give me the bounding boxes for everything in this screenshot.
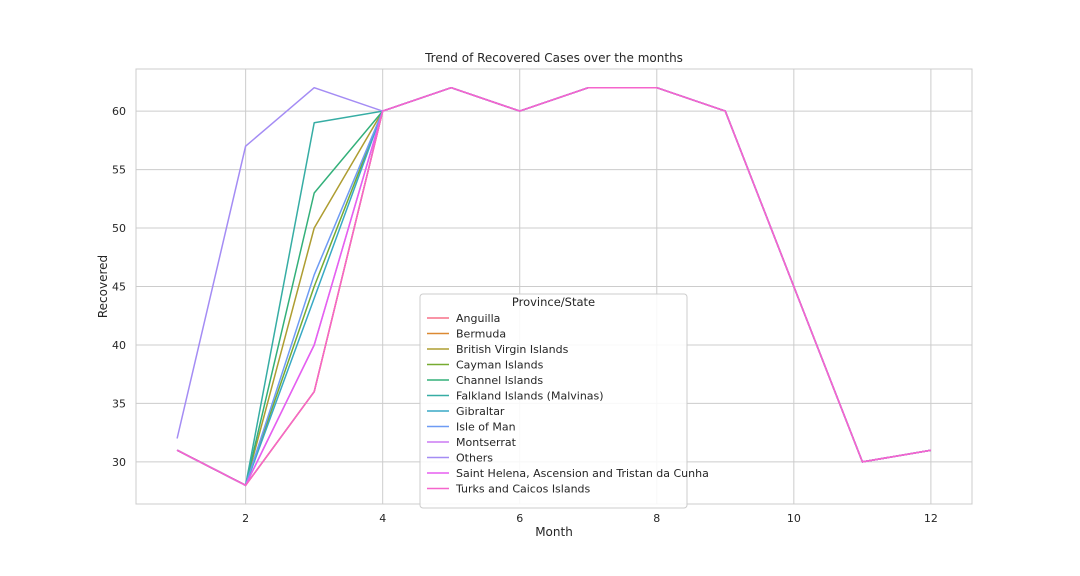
x-tick-label: 8 [653,512,660,525]
y-axis-ticks: 30 35 40 45 50 55 60 [112,105,126,469]
legend-label: Others [456,452,493,465]
x-axis-ticks: 2 4 6 8 10 12 [242,512,938,525]
legend-label: British Virgin Islands [456,343,569,356]
legend-label: Cayman Islands [456,359,544,372]
legend-label: Isle of Man [456,421,516,434]
y-tick-label: 55 [112,164,126,177]
y-tick-label: 30 [112,456,126,469]
series-line [176,86,932,487]
y-tick-label: 45 [112,281,126,294]
y-axis-title: Recovered [96,255,110,318]
x-axis-title: Month [535,525,573,539]
chart-title: Trend of Recovered Cases over the months [424,51,683,65]
legend-label: Bermuda [456,328,506,341]
legend-label: Falkland Islands (Malvinas) [456,390,604,403]
y-tick-label: 60 [112,105,126,118]
x-tick-label: 4 [379,512,386,525]
legend-label: Montserrat [456,436,517,449]
legend-label: Gibraltar [456,405,505,418]
x-tick-label: 2 [242,512,249,525]
legend-label: Channel Islands [456,374,543,387]
y-tick-label: 35 [112,397,126,410]
x-tick-label: 10 [787,512,801,525]
legend-label: Anguilla [456,312,500,325]
legend-title: Province/State [512,295,595,309]
y-tick-label: 40 [112,339,126,352]
y-tick-label: 50 [112,222,126,235]
legend-items: Anguilla Bermuda British Virgin Islands Cay… [427,312,709,496]
legend-label: Turks and Caicos Islands [455,483,591,496]
x-tick-label: 12 [924,512,938,525]
legend: Province/State Anguilla Bermuda British Vi… [419,293,709,509]
legend-label: Saint Helena, Ascension and Tristan da C… [456,467,709,480]
series-lines [176,86,932,487]
legend-box [419,293,688,509]
x-tick-label: 6 [516,512,523,525]
